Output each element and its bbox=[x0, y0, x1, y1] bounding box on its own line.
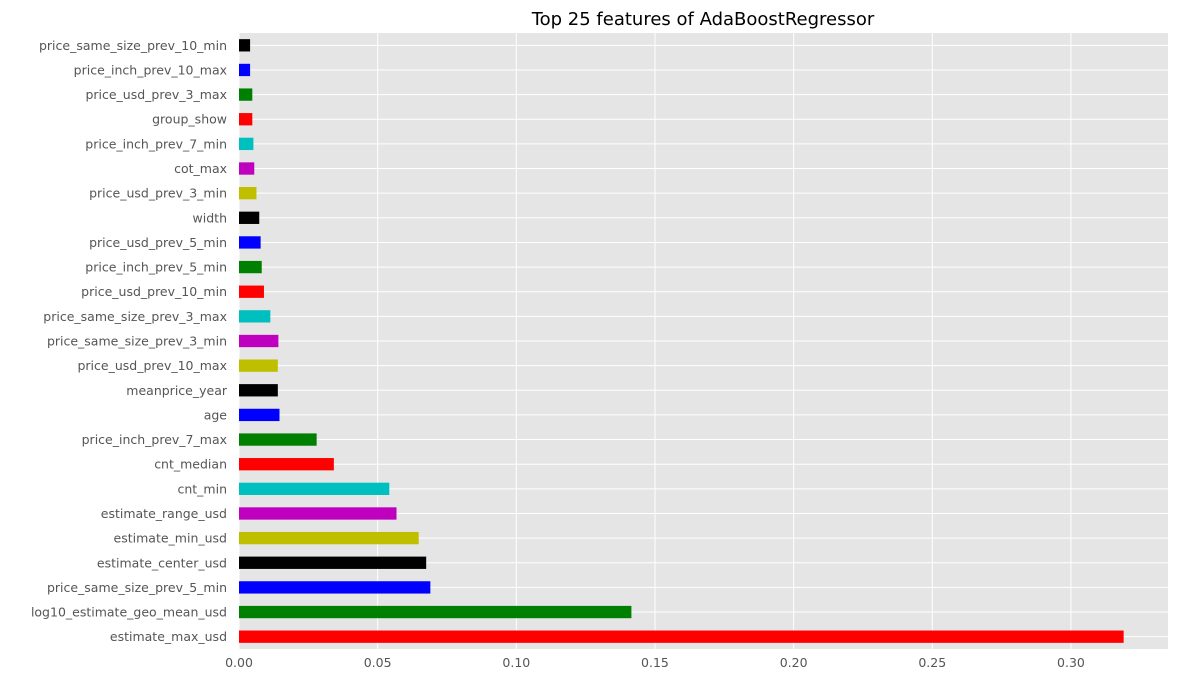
y-tick-label: price_inch_prev_7_min bbox=[85, 136, 227, 151]
bar-log10-estimate-geo-mean-usd bbox=[239, 605, 632, 619]
y-tick-label: price_usd_prev_10_max bbox=[77, 358, 227, 373]
bar-estimate-max-usd bbox=[239, 630, 1124, 643]
y-tick-label: estimate_center_usd bbox=[97, 555, 227, 570]
bar-price-same-size-prev-10-min bbox=[239, 39, 251, 52]
bar-price-usd-prev-3-max bbox=[239, 88, 253, 101]
x-tick-label: 0.15 bbox=[641, 655, 669, 670]
bar-price-inch-prev-7-min bbox=[239, 137, 254, 151]
y-tick-label: price_usd_prev_10_min bbox=[81, 284, 227, 299]
y-tick-label: price_usd_prev_3_min bbox=[89, 186, 227, 201]
y-tick-label: estimate_max_usd bbox=[110, 629, 227, 644]
y-tick-label: price_same_size_prev_3_max bbox=[43, 309, 227, 324]
bar-meanprice-year bbox=[239, 384, 278, 397]
y-tick-label: price_same_size_prev_5_min bbox=[47, 580, 227, 595]
y-tick-label: cot_max bbox=[174, 161, 227, 176]
bar-age bbox=[239, 408, 280, 422]
bar-price-same-size-prev-3-min bbox=[239, 334, 279, 348]
bar-estimate-range-usd bbox=[239, 507, 397, 520]
x-axis-labels: 0.00 0.05 0.10 0.15 0.20 0.25 0.30 bbox=[225, 655, 1085, 670]
bar-price-inch-prev-5-min bbox=[239, 260, 262, 274]
bar-price-inch-prev-7-max bbox=[239, 433, 317, 446]
y-tick-label: width bbox=[193, 210, 227, 225]
y-tick-label: meanprice_year bbox=[126, 383, 228, 398]
y-tick-label: price_usd_prev_3_max bbox=[85, 87, 227, 102]
bar-cnt-min bbox=[239, 482, 390, 495]
y-tick-label: log10_estimate_geo_mean_usd bbox=[31, 605, 227, 620]
bar-group-show bbox=[239, 113, 253, 126]
x-tick-label: 0.10 bbox=[502, 655, 530, 670]
y-tick-label: price_usd_prev_5_min bbox=[89, 235, 227, 250]
y-tick-label: group_show bbox=[152, 112, 227, 127]
x-tick-label: 0.05 bbox=[364, 655, 392, 670]
y-tick-label: cnt_median bbox=[154, 457, 227, 472]
bar-price-usd-prev-5-min bbox=[239, 236, 261, 249]
bar-width bbox=[239, 211, 260, 224]
x-tick-label: 0.20 bbox=[780, 655, 808, 670]
y-tick-label: price_same_size_prev_3_min bbox=[47, 334, 227, 349]
chart-title: Top 25 features of AdaBoostRegressor bbox=[531, 9, 875, 30]
y-tick-label: estimate_range_usd bbox=[101, 506, 227, 521]
x-tick-label: 0.30 bbox=[1057, 655, 1085, 670]
bar-estimate-center-usd bbox=[239, 556, 427, 569]
bar-price-inch-prev-10-max bbox=[239, 63, 251, 77]
x-tick-label: 0.25 bbox=[918, 655, 946, 670]
y-tick-label: price_inch_prev_7_max bbox=[82, 432, 227, 447]
y-tick-label: price_inch_prev_5_min bbox=[85, 260, 227, 275]
y-tick-label: estimate_min_usd bbox=[114, 531, 227, 546]
y-tick-label: age bbox=[204, 407, 228, 422]
y-tick-label: cnt_min bbox=[177, 481, 227, 496]
bar-price-same-size-prev-3-max bbox=[239, 310, 271, 323]
x-tick-label: 0.00 bbox=[225, 655, 253, 670]
y-tick-label: price_inch_prev_10_max bbox=[74, 62, 227, 77]
bar-estimate-min-usd bbox=[239, 531, 419, 545]
y-tick-label: price_same_size_prev_10_min bbox=[39, 38, 227, 53]
bar-cot-max bbox=[239, 162, 255, 175]
bar-price-usd-prev-3-min bbox=[239, 187, 257, 200]
bars bbox=[239, 39, 1124, 643]
bar-cnt-median bbox=[239, 458, 334, 471]
bar-price-usd-prev-10-max bbox=[239, 359, 278, 372]
bar-price-usd-prev-10-min bbox=[239, 285, 264, 298]
y-axis-labels: estimate_max_usd log10_estimate_geo_mean_… bbox=[31, 38, 228, 644]
bar-price-same-size-prev-5-min bbox=[239, 581, 431, 594]
